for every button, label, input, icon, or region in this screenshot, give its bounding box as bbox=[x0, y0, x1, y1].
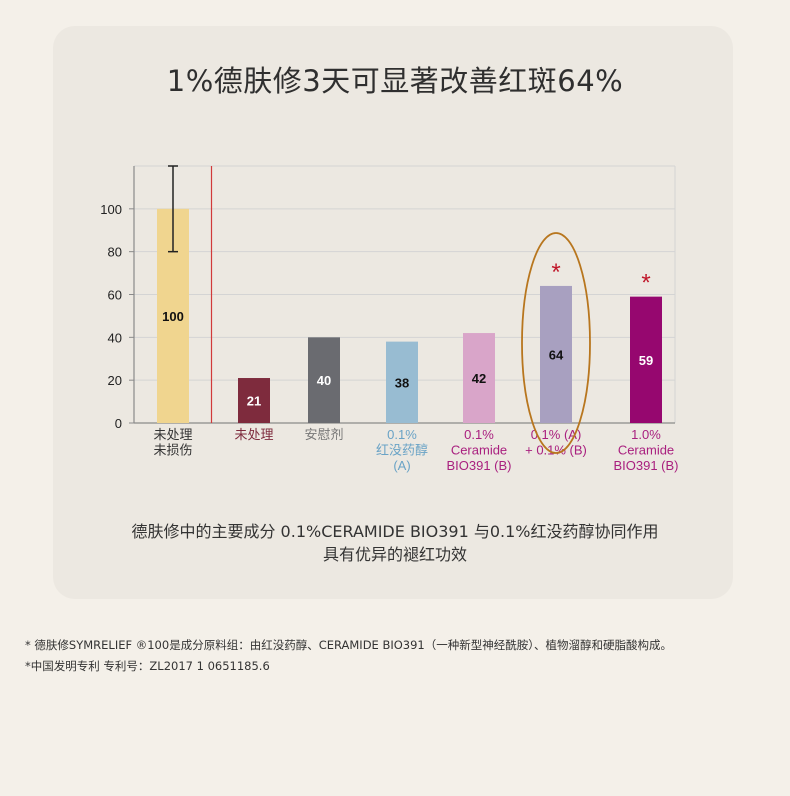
bar-value-label: 100 bbox=[162, 309, 184, 324]
x-category-label: 未处理 bbox=[153, 427, 192, 442]
x-category-label: BIO391 (B) bbox=[613, 458, 678, 473]
x-category-label: 红没药醇 bbox=[376, 443, 428, 458]
chart-caption: 德肤修中的主要成分 0.1%CERAMIDE BIO391 与0.1%红没药醇协… bbox=[0, 520, 790, 566]
bar bbox=[308, 337, 340, 423]
bar bbox=[630, 296, 662, 423]
bar-chart: 020406080100100未处理未损伤21未处理40安慰剂380.1%红没药… bbox=[100, 165, 679, 473]
bar bbox=[540, 285, 572, 423]
bar-value-label: 38 bbox=[395, 375, 409, 390]
footnote-patent: *中国发明专利 专利号：ZL2017 1 0651185.6 bbox=[25, 659, 270, 673]
bar-value-label: 64 bbox=[549, 347, 564, 362]
footnote-ingredients: * 德肤修SYMRELIEF ®100是成分原料组：由红没药醇、CERAMIDE… bbox=[25, 638, 672, 652]
x-category-label: 0.1% bbox=[464, 427, 494, 442]
bar bbox=[238, 378, 270, 423]
y-tick-label: 100 bbox=[100, 202, 122, 217]
page-title: 1%德肤修3天可显著改善红斑64% bbox=[166, 64, 624, 98]
significance-star: * bbox=[551, 259, 560, 286]
x-category-label: 0.1% (A) bbox=[531, 427, 582, 442]
x-category-label: 未处理 bbox=[234, 427, 273, 442]
y-tick-label: 60 bbox=[108, 288, 122, 303]
x-category-label: BIO391 (B) bbox=[446, 458, 511, 473]
x-category-label: 未损伤 bbox=[153, 443, 192, 458]
bar-value-label: 21 bbox=[247, 394, 261, 409]
caption-line-2: 具有优异的褪红功效 bbox=[322, 545, 467, 564]
x-category-label: (A) bbox=[393, 458, 410, 473]
x-category-label: 安慰剂 bbox=[304, 427, 343, 442]
caption-line-1: 德肤修中的主要成分 0.1%CERAMIDE BIO391 与0.1%红没药醇协… bbox=[131, 522, 659, 541]
y-tick-label: 40 bbox=[108, 330, 122, 345]
bar-value-label: 42 bbox=[472, 371, 486, 386]
y-tick-label: 80 bbox=[108, 245, 122, 260]
x-category-label: Ceramide bbox=[618, 443, 674, 458]
x-category-label: + 0.1% (B) bbox=[525, 443, 587, 458]
bar bbox=[463, 333, 495, 423]
bar-value-label: 59 bbox=[639, 353, 653, 368]
significance-star: * bbox=[641, 270, 650, 297]
y-tick-label: 0 bbox=[115, 416, 122, 431]
x-category-label: 1.0% bbox=[631, 427, 661, 442]
x-category-label: Ceramide bbox=[451, 443, 507, 458]
bar-value-label: 40 bbox=[317, 373, 331, 388]
x-category-label: 0.1% bbox=[387, 427, 417, 442]
bar bbox=[386, 341, 418, 423]
y-tick-label: 20 bbox=[108, 373, 122, 388]
highlight-ellipse bbox=[521, 232, 591, 454]
